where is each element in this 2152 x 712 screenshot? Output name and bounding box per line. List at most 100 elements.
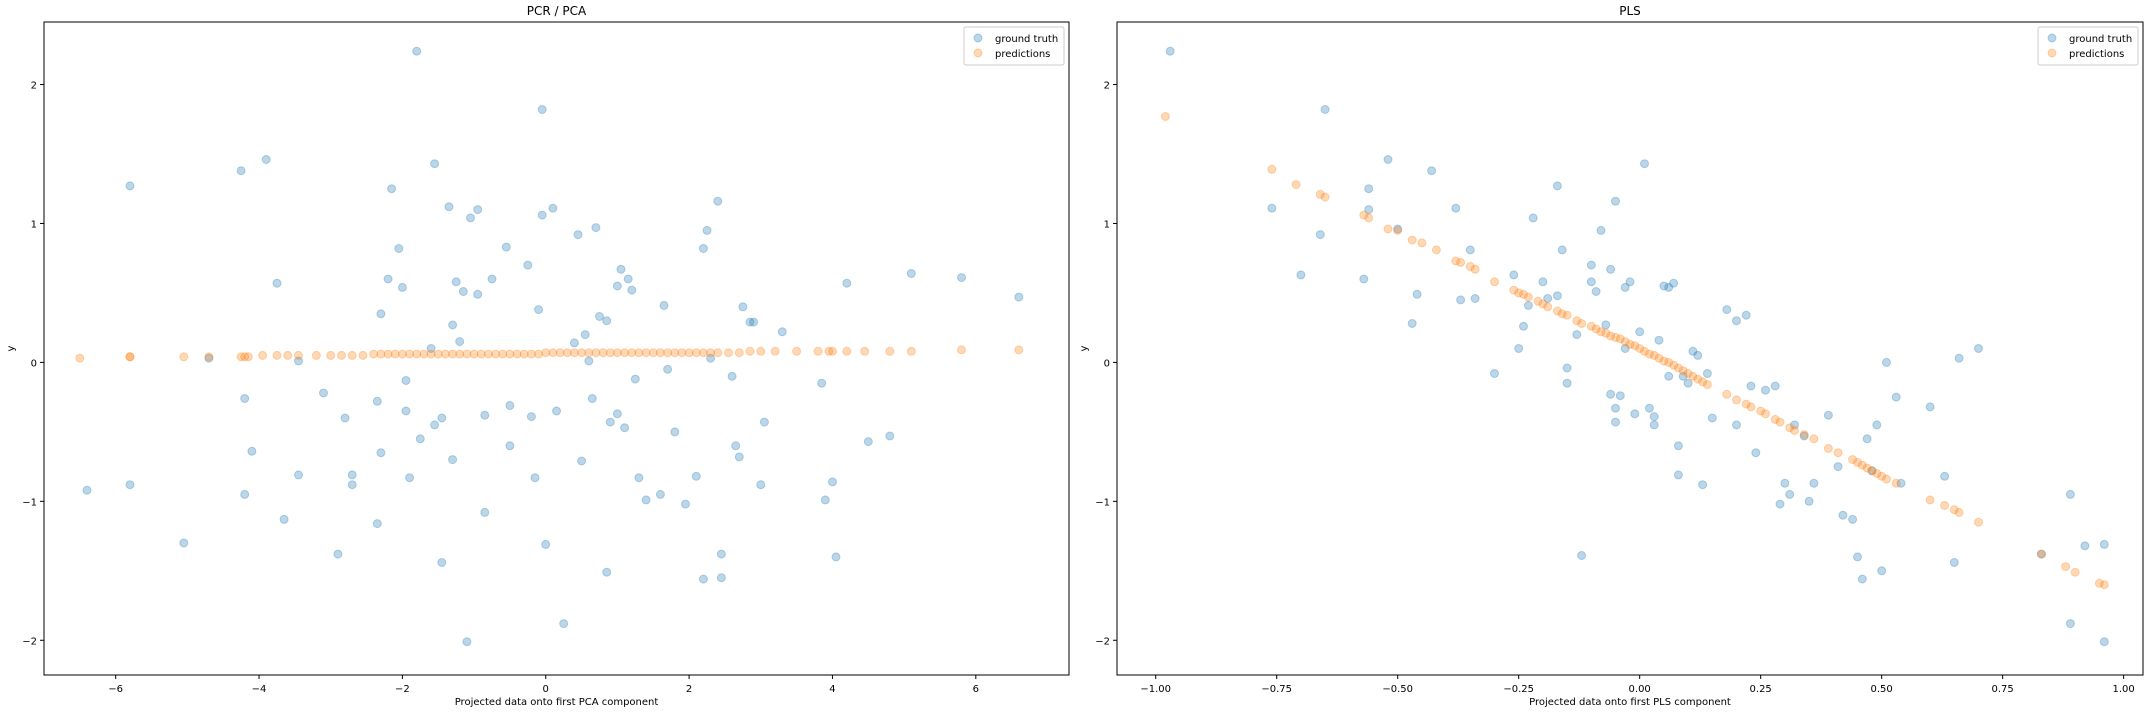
data-point — [1867, 466, 1877, 476]
data-point — [397, 349, 407, 359]
data-point — [1925, 402, 1935, 412]
data-point — [759, 417, 769, 427]
data-point — [1867, 466, 1877, 476]
data-point — [1543, 302, 1553, 312]
data-point — [1775, 499, 1785, 509]
data-point — [1799, 431, 1809, 441]
data-point — [1635, 344, 1645, 353]
data-point — [1732, 420, 1741, 430]
data-point — [125, 352, 135, 362]
data-point — [1882, 474, 1891, 484]
data-point — [473, 205, 483, 215]
data-point — [1160, 112, 1170, 121]
data-point — [240, 489, 250, 499]
data-point — [333, 549, 343, 559]
data-point — [1790, 426, 1799, 435]
data-point — [724, 348, 733, 358]
data-point — [530, 473, 540, 483]
x-tick-label: −0.25 — [1503, 684, 1534, 695]
data-point — [1611, 196, 1620, 206]
data-point — [1664, 371, 1674, 381]
data-point — [462, 349, 472, 359]
data-point — [1732, 316, 1741, 326]
data-point — [487, 274, 497, 284]
data-point — [405, 349, 415, 359]
data-point — [1669, 278, 1679, 288]
data-point — [1761, 409, 1770, 419]
data-point — [426, 344, 436, 353]
data-point — [684, 348, 694, 358]
data-point — [1799, 430, 1809, 440]
data-point — [1678, 366, 1688, 376]
data-point — [1611, 403, 1620, 413]
data-point — [1683, 378, 1693, 388]
data-point — [505, 441, 515, 451]
chart-panel-1: PCR / PCA −6 −4 −2 0 2 4 6 −2 −1 0 1 2 Projected data… — [6, 4, 1070, 708]
data-point — [1746, 402, 1756, 412]
legend-label: ground truth — [995, 34, 1058, 45]
data-point — [906, 269, 916, 278]
data-point — [1519, 321, 1528, 331]
data-point — [620, 423, 630, 433]
data-point — [125, 352, 135, 362]
legend-box — [963, 26, 1065, 66]
data-point — [426, 349, 436, 359]
data-point — [1417, 238, 1427, 248]
data-point — [627, 285, 637, 295]
data-point — [1557, 245, 1567, 255]
data-point — [1523, 292, 1533, 302]
data-point — [716, 573, 726, 583]
data-point — [612, 348, 622, 358]
data-point — [559, 619, 569, 629]
data-point — [1833, 448, 1843, 458]
data-point — [1577, 551, 1587, 560]
data-point — [1669, 360, 1679, 370]
data-point — [466, 213, 475, 223]
data-point — [842, 278, 852, 288]
data-point — [383, 274, 393, 284]
data-point — [1456, 257, 1466, 267]
data-point — [1490, 277, 1499, 287]
y-axis-label: y — [6, 345, 17, 351]
data-point — [1533, 296, 1543, 306]
x-tick-label: 2 — [686, 684, 692, 695]
data-point — [430, 420, 440, 430]
x-tick-label: 0.25 — [1750, 684, 1772, 695]
data-point — [648, 348, 658, 358]
data-point — [2099, 637, 2109, 647]
data-point — [1552, 181, 1562, 191]
data-point — [2061, 562, 2071, 572]
data-point — [1862, 434, 1872, 444]
data-point — [412, 46, 422, 56]
data-point — [401, 376, 411, 385]
data-point — [1756, 406, 1766, 416]
data-point — [670, 427, 680, 437]
data-point — [577, 348, 587, 358]
axes-frame — [1116, 21, 2144, 676]
data-point — [1882, 357, 1891, 367]
data-point — [573, 230, 583, 240]
y-tick-label: −2 — [22, 636, 37, 647]
data-point — [1664, 357, 1674, 367]
data-point — [663, 348, 673, 358]
data-point — [1790, 420, 1799, 430]
legend: ground truth predictions — [2037, 26, 2139, 66]
data-point — [1640, 346, 1649, 356]
data-point — [691, 471, 701, 481]
data-point — [659, 300, 669, 310]
data-point — [2065, 489, 2075, 499]
data-point — [372, 396, 382, 406]
data-point — [1678, 371, 1688, 381]
data-point — [337, 350, 346, 360]
data-point — [602, 567, 612, 577]
data-point — [1451, 203, 1461, 213]
data-point — [1625, 277, 1635, 287]
legend-label: predictions — [2069, 49, 2124, 60]
data-point — [1509, 270, 1519, 280]
data-point — [501, 242, 511, 252]
y-tick-label: 1 — [31, 219, 37, 230]
data-point — [630, 374, 640, 384]
data-point — [390, 349, 400, 359]
y-tick-label: −2 — [1095, 636, 1110, 647]
data-point — [713, 196, 723, 206]
